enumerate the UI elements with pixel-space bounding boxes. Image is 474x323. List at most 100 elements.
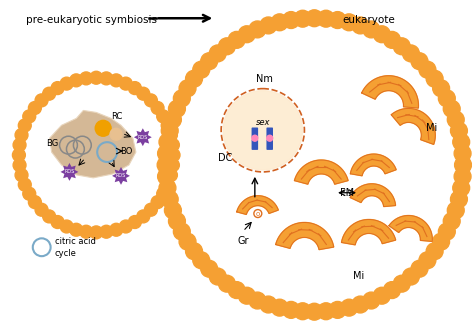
Circle shape xyxy=(13,159,26,172)
Circle shape xyxy=(352,296,369,313)
Circle shape xyxy=(80,225,92,238)
Circle shape xyxy=(110,128,122,140)
Text: ROS: ROS xyxy=(116,173,126,178)
Circle shape xyxy=(306,10,323,27)
Circle shape xyxy=(43,210,55,223)
Text: ROS: ROS xyxy=(64,169,74,174)
Circle shape xyxy=(411,53,428,70)
Circle shape xyxy=(161,178,174,191)
Circle shape xyxy=(352,17,369,34)
Circle shape xyxy=(100,72,113,85)
Ellipse shape xyxy=(165,18,463,312)
Circle shape xyxy=(447,111,464,128)
Circle shape xyxy=(158,168,174,185)
Circle shape xyxy=(419,252,436,269)
Ellipse shape xyxy=(19,78,173,232)
Circle shape xyxy=(157,157,174,173)
Circle shape xyxy=(318,10,335,27)
Circle shape xyxy=(18,119,31,132)
Circle shape xyxy=(193,252,210,269)
Text: FM: FM xyxy=(340,188,354,198)
Circle shape xyxy=(60,220,73,233)
Circle shape xyxy=(173,223,190,240)
Circle shape xyxy=(157,110,170,123)
Circle shape xyxy=(169,100,185,117)
Circle shape xyxy=(70,223,82,236)
Circle shape xyxy=(13,139,26,151)
Circle shape xyxy=(60,77,73,90)
Circle shape xyxy=(12,149,25,162)
Circle shape xyxy=(419,61,436,78)
Circle shape xyxy=(383,282,401,298)
Circle shape xyxy=(294,303,311,320)
Circle shape xyxy=(271,299,288,316)
Circle shape xyxy=(260,17,277,34)
Circle shape xyxy=(90,71,103,84)
Circle shape xyxy=(110,223,123,236)
Circle shape xyxy=(179,233,196,250)
Polygon shape xyxy=(350,154,396,176)
Circle shape xyxy=(453,180,470,196)
Circle shape xyxy=(51,215,64,228)
Text: Mi: Mi xyxy=(353,271,365,281)
Circle shape xyxy=(201,260,218,277)
Polygon shape xyxy=(134,128,152,146)
Circle shape xyxy=(145,203,157,216)
Circle shape xyxy=(119,220,132,233)
Circle shape xyxy=(169,213,185,230)
Circle shape xyxy=(28,196,41,209)
Circle shape xyxy=(454,145,471,162)
Circle shape xyxy=(18,178,31,191)
Circle shape xyxy=(35,203,48,216)
Circle shape xyxy=(210,45,226,62)
Circle shape xyxy=(341,14,357,31)
Polygon shape xyxy=(112,167,130,185)
Circle shape xyxy=(453,134,470,151)
Circle shape xyxy=(164,129,177,141)
Circle shape xyxy=(393,38,410,55)
Circle shape xyxy=(128,215,141,228)
Circle shape xyxy=(228,31,245,48)
Text: Gr: Gr xyxy=(238,236,249,246)
Circle shape xyxy=(252,135,258,141)
Circle shape xyxy=(23,187,36,200)
Circle shape xyxy=(433,80,449,97)
FancyBboxPatch shape xyxy=(252,128,258,138)
Circle shape xyxy=(164,111,182,128)
Circle shape xyxy=(186,70,202,87)
Circle shape xyxy=(193,61,210,78)
Circle shape xyxy=(223,91,302,170)
Circle shape xyxy=(80,72,92,85)
Circle shape xyxy=(100,225,113,238)
Circle shape xyxy=(341,299,357,316)
Text: o: o xyxy=(255,211,260,217)
Circle shape xyxy=(210,268,226,285)
Circle shape xyxy=(201,53,218,70)
Polygon shape xyxy=(276,223,334,250)
Circle shape xyxy=(158,145,174,162)
Circle shape xyxy=(438,90,455,107)
Circle shape xyxy=(318,303,335,320)
Circle shape xyxy=(447,202,464,219)
Circle shape xyxy=(329,12,346,28)
Circle shape xyxy=(186,243,202,260)
Circle shape xyxy=(283,301,300,318)
Circle shape xyxy=(443,100,460,117)
Circle shape xyxy=(15,129,28,141)
Circle shape xyxy=(23,110,36,123)
Circle shape xyxy=(402,45,419,62)
Circle shape xyxy=(455,157,472,173)
Circle shape xyxy=(151,196,164,209)
Circle shape xyxy=(283,12,300,28)
Text: pre-eukaryotic symbiosis: pre-eukaryotic symbiosis xyxy=(26,15,157,25)
Polygon shape xyxy=(237,196,278,214)
Polygon shape xyxy=(389,215,432,241)
Polygon shape xyxy=(362,76,419,108)
Text: Nm: Nm xyxy=(256,74,273,84)
Text: eukaryote: eukaryote xyxy=(343,15,395,25)
Circle shape xyxy=(454,168,471,185)
Circle shape xyxy=(51,82,64,95)
Text: Mi: Mi xyxy=(426,123,438,133)
Circle shape xyxy=(450,122,467,139)
Circle shape xyxy=(267,135,273,141)
